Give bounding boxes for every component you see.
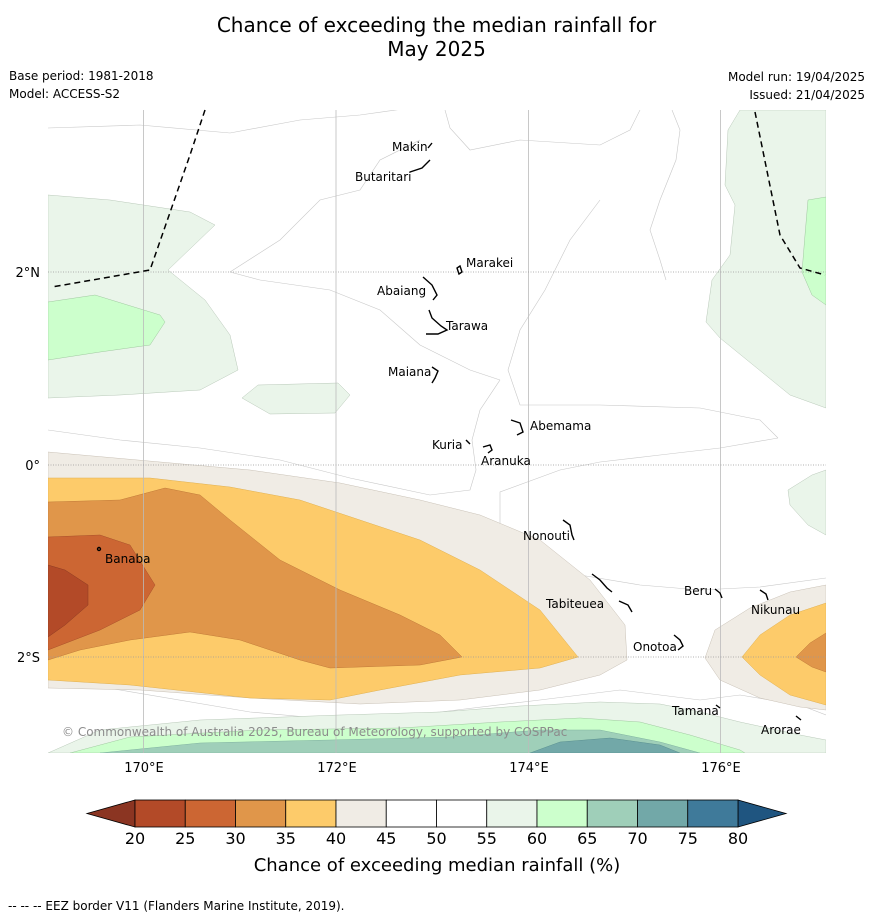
label-tarawa: Tarawa	[445, 319, 488, 333]
lon-label-176e: 176°E	[701, 761, 741, 776]
label-marakei: Marakei	[466, 256, 513, 270]
colorbar-tick-label: 30	[225, 829, 245, 848]
label-maiana: Maiana	[388, 365, 431, 379]
contour-20	[48, 564, 89, 638]
model-name: Model: ACCESS-S2	[9, 87, 121, 101]
model-run: Model run: 19/04/2025	[727, 70, 865, 84]
issued-date: Issued: 21/04/2025	[749, 88, 865, 102]
eez-border	[51, 109, 826, 288]
label-beru: Beru	[684, 584, 712, 598]
colorbar-segment	[586, 799, 638, 828]
contour-60-west	[48, 294, 166, 361]
contour-55-east	[705, 110, 826, 409]
contour-55-east-lower	[787, 469, 826, 536]
contour-layer	[48, 110, 826, 753]
colorbar-tick-label: 50	[426, 829, 446, 848]
island-labels: Makin Butaritari Marakei Abaiang Tarawa …	[105, 140, 801, 737]
colorbar-tick-label: 40	[326, 829, 346, 848]
colorbar-tick-label: 55	[477, 829, 497, 848]
title-line-2: May 2025	[387, 37, 486, 61]
label-banaba: Banaba	[105, 552, 151, 566]
lat-label-0: 0°	[25, 459, 40, 474]
graticule	[48, 110, 826, 753]
island-outlines	[96, 142, 802, 721]
label-arorae: Arorae	[761, 723, 801, 737]
label-nonouti: Nonouti	[523, 529, 570, 543]
colorbar-segment	[285, 799, 337, 828]
copyright-notice: © Commonwealth of Australia 2025, Bureau…	[62, 725, 567, 739]
label-tabiteuea: Tabiteuea	[545, 597, 604, 611]
label-abemama: Abemama	[530, 419, 591, 433]
label-abaiang: Abaiang	[377, 284, 426, 298]
colorbar-label: Chance of exceeding median rainfall (%)	[254, 855, 621, 876]
label-butaritari: Butaritari	[355, 170, 412, 184]
contour-35-east	[741, 602, 826, 706]
colorbar-tick-label: 60	[527, 829, 547, 848]
lon-label-174e: 174°E	[509, 761, 549, 776]
lat-label-2n: 2°N	[16, 266, 41, 281]
colorbar-segment	[486, 799, 538, 828]
colorbar-segment	[335, 799, 387, 828]
colorbar-segment	[687, 799, 739, 828]
colorbar-segment	[637, 799, 689, 828]
colorbar-tick-label: 75	[678, 829, 698, 848]
colorbar-segment	[184, 799, 236, 828]
contour-30	[48, 487, 463, 669]
contour-60-east	[801, 196, 826, 306]
colorbar-tick-label: 70	[627, 829, 647, 848]
colorbar-segment	[134, 799, 186, 828]
contour-70-south	[529, 737, 681, 753]
lon-label-170e: 170°E	[124, 761, 164, 776]
label-onotoa: Onotoa	[633, 640, 677, 654]
contour-55-west	[48, 194, 239, 399]
colorbar-extend-low	[85, 799, 136, 828]
colorbar-segment	[385, 799, 437, 828]
colorbar-segment	[235, 799, 287, 828]
contour-25	[48, 534, 156, 651]
contour-55-center	[241, 382, 351, 415]
axis-labels: 170°E 172°E 174°E 176°E 2°N 0° 2°S	[16, 266, 741, 776]
footer-note: -- -- -- EEZ border V11 (Flanders Marine…	[8, 899, 345, 913]
label-nikunau: Nikunau	[751, 603, 800, 617]
colorbar-tick-label: 65	[577, 829, 597, 848]
colorbar-segment	[536, 799, 588, 828]
colorbar-tick-label: 80	[728, 829, 748, 848]
label-tamana: Tamana	[671, 704, 719, 718]
base-period: Base period: 1981-2018	[9, 69, 154, 83]
colorbar-extend-high	[737, 799, 788, 828]
colorbar-segment	[436, 799, 488, 828]
colorbar: 20 25 30 35 40 45 50 55 60 65 70 75 80	[85, 799, 788, 848]
contour-30-east	[795, 632, 826, 673]
label-kuria: Kuria	[432, 438, 463, 452]
lat-label-2s: 2°S	[17, 651, 40, 666]
label-makin: Makin	[392, 140, 428, 154]
colorbar-tick-label: 45	[376, 829, 396, 848]
colorbar-tick-label: 25	[175, 829, 195, 848]
colorbar-tick-label: 20	[125, 829, 145, 848]
colorbar-tick-label: 35	[276, 829, 296, 848]
title-line-1: Chance of exceeding the median rainfall …	[216, 13, 657, 37]
lon-label-172e: 172°E	[317, 761, 357, 776]
label-aranuka: Aranuka	[481, 454, 531, 468]
